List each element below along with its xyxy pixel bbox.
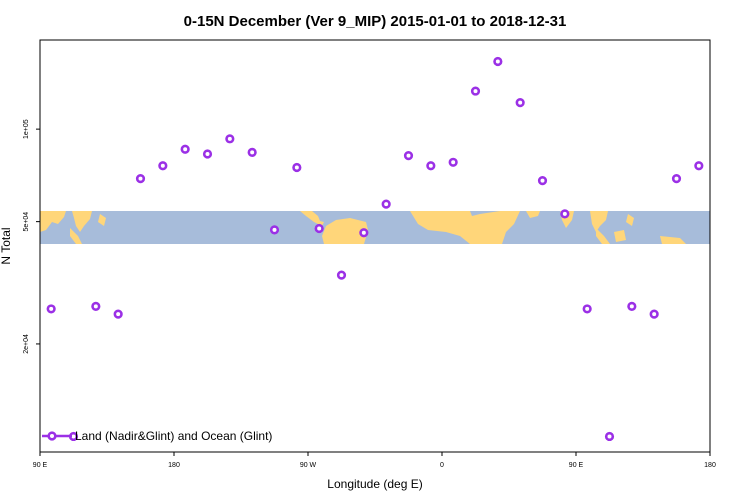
data-point [604, 431, 615, 442]
land-philippines [98, 214, 106, 226]
data-point [493, 56, 503, 67]
data-point [180, 144, 190, 154]
x-axis: 90 E 180 90 W 0 90 E 180 [33, 452, 716, 469]
x-tick-label: 180 [168, 462, 180, 469]
data-point [448, 157, 458, 167]
data-point [671, 174, 682, 184]
plot-area-frame [39, 39, 711, 453]
y-tick-label: 5e+04 [23, 212, 30, 232]
ocean-band [40, 211, 710, 244]
data-point [359, 228, 369, 238]
data-point [381, 199, 391, 209]
data-point [470, 86, 481, 96]
y-tick-label: 1e+05 [23, 119, 30, 139]
land-arabia [526, 211, 540, 218]
data-point [314, 223, 324, 234]
land-central-america [300, 211, 324, 226]
legend-label: Land (Nadir&Glint) and Ocean (Glint) [75, 429, 272, 443]
land-sumatra [70, 228, 82, 244]
data-point [403, 151, 414, 161]
chart-title: 0-15N December (Ver 9_MIP) 2015-01-01 to… [184, 13, 567, 30]
data-point [247, 147, 257, 158]
world-map-band [40, 211, 710, 244]
legend: Land (Nadir&Glint) and Ocean (Glint) [42, 429, 272, 443]
data-point [426, 161, 436, 171]
land-philippines-2 [626, 214, 634, 226]
x-tick-label: 0 [440, 462, 444, 469]
data-point [649, 309, 659, 319]
data-points [46, 56, 704, 442]
land-west-africa [410, 211, 520, 244]
y-axis-label: N Total [0, 227, 13, 264]
legend-marker [47, 431, 57, 441]
data-point [158, 161, 168, 171]
data-point [225, 134, 235, 144]
x-tick-label: 90 W [300, 462, 317, 469]
land-india [40, 211, 66, 232]
land-south-america [322, 218, 368, 244]
data-point [135, 174, 146, 184]
data-point [91, 301, 101, 311]
data-point [694, 161, 704, 171]
data-point [627, 301, 637, 311]
x-tick-label: 90 E [569, 462, 584, 469]
land-new-guinea [660, 236, 686, 244]
land-southeast-asia [72, 211, 92, 232]
data-point [515, 97, 525, 108]
land-borneo [614, 230, 626, 242]
x-tick-label: 180 [704, 462, 716, 469]
data-point [113, 309, 123, 319]
y-tick-label: 2e+04 [23, 334, 30, 354]
data-point [336, 270, 347, 280]
land-southeast-asia-2 [590, 211, 608, 232]
data-point [292, 162, 302, 173]
data-point [582, 304, 592, 314]
data-point [46, 304, 56, 314]
data-point [269, 225, 280, 235]
y-axis: 2e+04 5e+04 1e+05 [23, 119, 40, 354]
land-sumatra-2 [596, 228, 610, 244]
land-shapes [40, 211, 686, 244]
data-point [560, 209, 570, 219]
data-point [537, 176, 548, 186]
x-tick-label: 90 E [33, 462, 48, 469]
data-point [202, 149, 213, 159]
x-axis-label: Longitude (deg E) [327, 477, 422, 491]
